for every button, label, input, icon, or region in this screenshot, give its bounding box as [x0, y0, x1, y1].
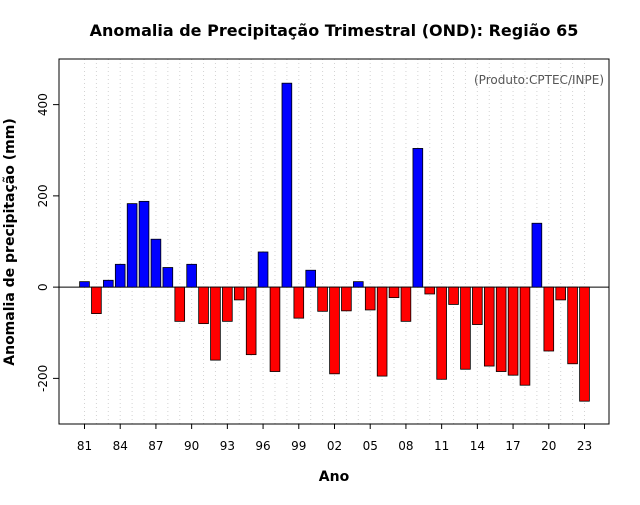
bar-23 [579, 286, 590, 402]
bar-16 [495, 286, 507, 372]
bar-85 [126, 203, 138, 288]
bar-91 [198, 286, 209, 325]
x-tick-label: 20 [541, 439, 556, 453]
bar-89 [174, 286, 186, 322]
bar-05 [364, 286, 376, 311]
x-tick-label: 81 [77, 439, 92, 453]
x-tick-label: 23 [577, 439, 592, 453]
bar-15 [483, 286, 495, 367]
bar-01 [317, 286, 328, 312]
y-axis: -200 0 200 400 [36, 93, 59, 392]
bar-88 [162, 267, 174, 288]
bar-95 [245, 286, 257, 356]
bar-92 [210, 286, 221, 361]
x-tick-label: 93 [220, 439, 235, 453]
y-tick-label: 200 [36, 184, 50, 207]
source-annotation: (Produto:CPTEC/INPE) [474, 73, 604, 87]
x-tick-label: 05 [363, 439, 378, 453]
bar-84 [114, 263, 126, 288]
bar-18 [519, 286, 531, 386]
bar-93 [222, 286, 233, 322]
bar-09 [412, 148, 424, 288]
bar-19 [531, 222, 543, 288]
x-tick-label: 90 [184, 439, 199, 453]
bar-20 [543, 286, 555, 352]
bar-81 [79, 281, 90, 288]
x-tick-label: 02 [327, 439, 342, 453]
x-tick-label: 96 [255, 439, 270, 453]
bar-07 [388, 286, 400, 299]
bar-08 [400, 286, 412, 322]
bar-04 [353, 281, 364, 288]
bar-96 [257, 251, 269, 288]
bar-06 [376, 286, 388, 377]
bar-12 [448, 286, 459, 305]
y-tick-label: 400 [36, 93, 50, 116]
x-tick-label: 11 [434, 439, 449, 453]
bar-97 [269, 286, 281, 372]
bar-03 [341, 286, 352, 312]
y-axis-label: Anomalia de precipitação (mm) [2, 118, 18, 365]
bar-82 [91, 286, 102, 314]
bar-11 [436, 286, 447, 380]
y-tick-label: 0 [36, 283, 50, 291]
bar-90 [186, 263, 197, 288]
x-axis-label: Ano [319, 469, 350, 485]
bar-21 [555, 286, 566, 301]
bar-14 [472, 286, 483, 325]
bar-86 [138, 200, 150, 288]
x-tick-label: 84 [113, 439, 128, 453]
chart-title: Anomalia de Precipitação Trimestral (OND… [90, 21, 579, 40]
bar-99 [293, 286, 305, 319]
bar-02 [329, 286, 340, 375]
bar-10 [424, 286, 436, 295]
bar-13 [460, 286, 471, 370]
x-axis: 81 84 87 90 93 96 99 02 05 08 11 14 17 20 23 [77, 424, 592, 453]
x-tick-label: 17 [505, 439, 520, 453]
x-tick-label: 99 [291, 439, 306, 453]
x-tick-label: 14 [470, 439, 485, 453]
x-tick-label: 87 [148, 439, 163, 453]
bars-layer [79, 82, 590, 402]
bar-00 [305, 269, 316, 288]
bar-98 [281, 82, 293, 288]
bar-94 [233, 286, 245, 301]
bar-83 [103, 279, 114, 288]
bar-22 [567, 286, 578, 365]
x-tick-label: 08 [398, 439, 413, 453]
bar-17 [507, 286, 519, 376]
bar-87 [150, 238, 162, 288]
y-tick-label: -200 [36, 365, 50, 392]
